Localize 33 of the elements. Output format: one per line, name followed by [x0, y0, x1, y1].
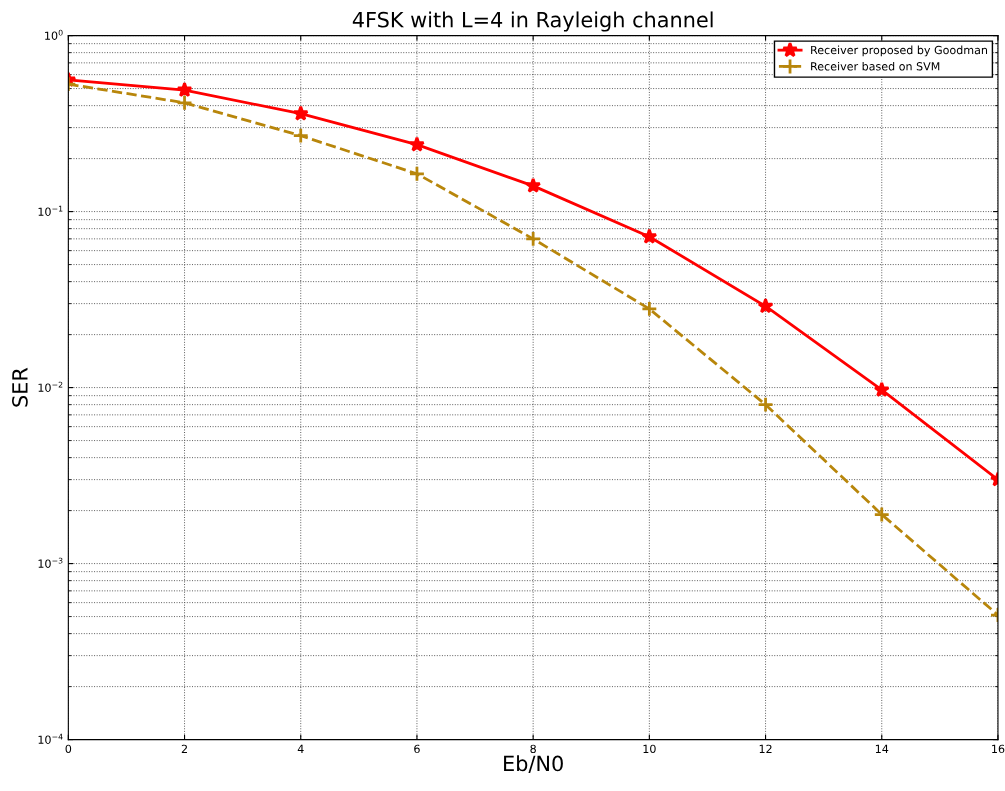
x-tick-label: 2	[181, 744, 187, 753]
point	[408, 165, 426, 183]
point	[525, 177, 542, 193]
point	[641, 228, 658, 244]
point	[873, 506, 891, 523]
x-tick-label: 10	[643, 744, 656, 754]
point	[408, 136, 425, 152]
y-tick-label: 10$^{−1}$	[38, 205, 63, 216]
point	[176, 94, 193, 112]
y-tick-label: 10$^{−2}$	[38, 381, 63, 392]
x-tick-label: 8	[530, 744, 536, 754]
y-tick-label: 10$^{−3}$	[38, 557, 63, 568]
point	[641, 300, 658, 318]
x-tick-label: 16	[992, 744, 1005, 754]
y-tick-label: 10$^{0}$	[45, 29, 63, 40]
legend-label: Receiver proposed by Goodman	[811, 45, 988, 57]
point	[757, 297, 774, 314]
legend-label: Receiver based on SVM	[811, 61, 940, 71]
x-tick-label: 14	[875, 744, 889, 753]
x-tick-label: 0	[65, 744, 72, 754]
point	[292, 127, 310, 145]
x-axis-title: Eb/N0	[504, 755, 563, 773]
chart-title: 4FSK with L=4 in Rayleigh channel	[352, 11, 713, 32]
point	[176, 81, 193, 98]
point	[873, 381, 890, 397]
x-tick-label: 6	[414, 744, 420, 754]
y-axis-title: SER	[12, 367, 28, 407]
x-tick-label: 4	[297, 744, 304, 753]
x-tick-label: 12	[759, 744, 772, 753]
y-tick-label: 10$^{−4}$	[38, 733, 63, 744]
point	[524, 230, 542, 248]
point	[292, 105, 309, 121]
point	[757, 396, 774, 413]
